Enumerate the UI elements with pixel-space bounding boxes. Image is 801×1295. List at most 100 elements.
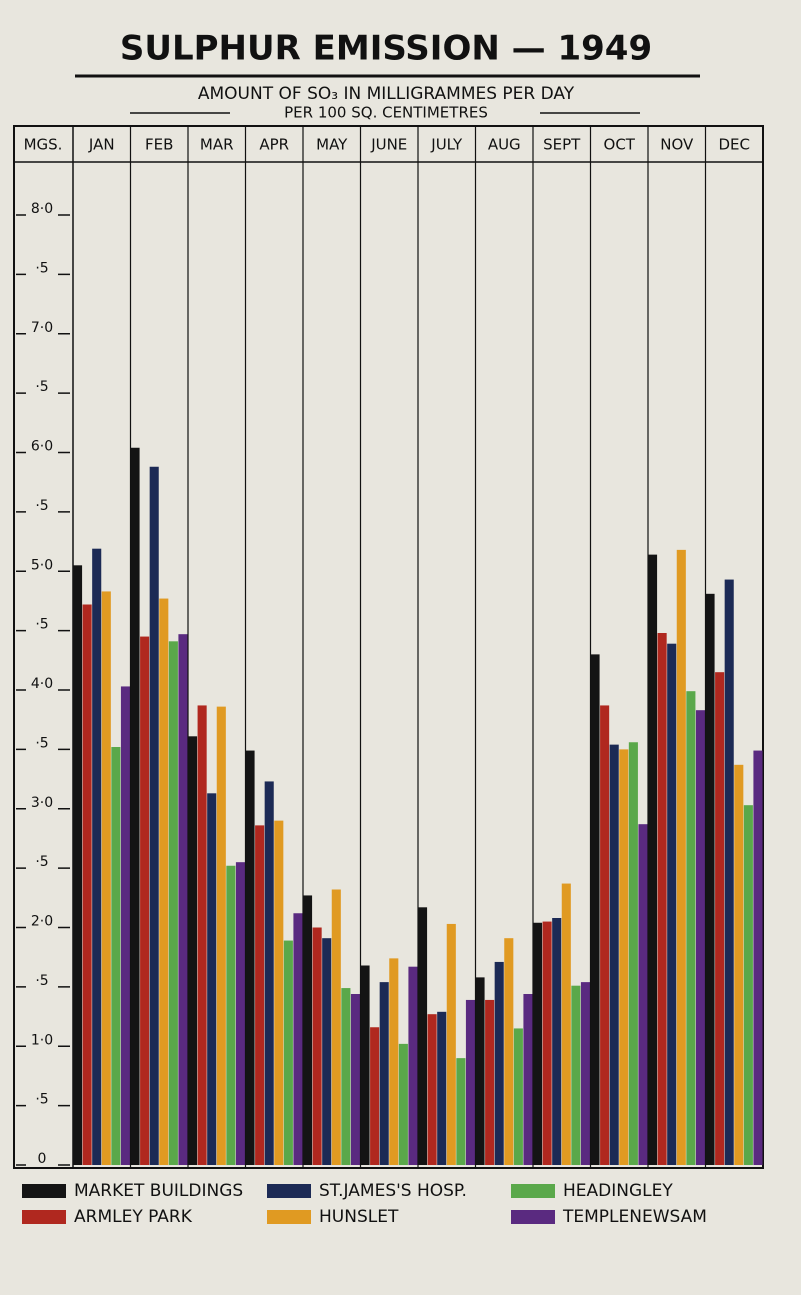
bar — [178, 634, 188, 1165]
y-tick-label: 7·0 — [31, 320, 53, 336]
legend-label: TEMPLENEWSAM — [562, 1207, 707, 1227]
bar — [657, 633, 667, 1165]
bar — [734, 764, 744, 1165]
bar — [159, 598, 169, 1165]
x-tick-label: NOV — [660, 136, 694, 154]
y-tick-label: 6·0 — [31, 439, 53, 455]
bar — [303, 895, 313, 1165]
bar — [408, 966, 418, 1165]
bar — [255, 825, 265, 1165]
bar — [398, 1043, 408, 1165]
subtitle: AMOUNT OF SO₃ IN MILLIGRAMMES PER DAY — [198, 84, 575, 104]
bar — [667, 643, 677, 1165]
x-tick-label: SEPT — [543, 136, 581, 154]
bar — [293, 913, 303, 1165]
bar — [456, 1058, 466, 1165]
bar — [743, 805, 753, 1165]
bar — [331, 889, 341, 1165]
x-tick-label: AUG — [488, 136, 521, 154]
legend-swatch — [22, 1210, 66, 1224]
legend-label: ARMLEY PARK — [74, 1207, 193, 1227]
bar — [715, 672, 725, 1165]
y-axis-label: MGS. — [24, 136, 63, 154]
bar — [600, 705, 610, 1165]
bar — [533, 922, 543, 1165]
y-tick-label: ·5 — [35, 854, 48, 870]
subtitle: PER 100 SQ. CENTIMETRES — [284, 104, 488, 122]
bar — [140, 636, 150, 1165]
bar — [322, 938, 332, 1165]
bar — [73, 565, 83, 1165]
bar — [312, 927, 322, 1165]
x-tick-label: JAN — [88, 136, 115, 154]
bar — [648, 554, 658, 1165]
bar — [216, 706, 226, 1165]
y-tick-label: ·5 — [35, 1092, 48, 1108]
bar — [207, 793, 217, 1165]
y-tick-label: 3·0 — [31, 795, 53, 811]
legend-swatch — [267, 1210, 311, 1224]
legend-label: HEADINGLEY — [563, 1181, 673, 1201]
bar — [427, 1014, 437, 1165]
bar — [523, 994, 533, 1165]
bar — [561, 883, 571, 1165]
bar — [418, 907, 428, 1165]
bar — [350, 994, 360, 1165]
y-tick-label: ·5 — [35, 735, 48, 751]
legend-label: ST.JAMES'S HOSP. — [319, 1181, 467, 1201]
bar — [753, 750, 763, 1165]
bar — [695, 710, 705, 1165]
bar — [552, 918, 562, 1165]
bar — [513, 1028, 523, 1165]
y-tick-label: 0 — [38, 1151, 47, 1167]
bar — [149, 466, 159, 1165]
bar — [676, 549, 686, 1165]
bar — [609, 744, 619, 1165]
bar — [485, 999, 495, 1165]
bar — [92, 548, 102, 1165]
bar — [628, 742, 638, 1165]
legend-swatch — [511, 1184, 555, 1198]
bar — [82, 604, 92, 1165]
y-tick-label: ·5 — [35, 617, 48, 633]
bar — [245, 750, 255, 1165]
bar — [360, 965, 370, 1165]
bar — [475, 977, 485, 1165]
bar — [437, 1011, 447, 1165]
bar — [389, 958, 399, 1165]
bar — [130, 447, 140, 1165]
bar — [101, 591, 111, 1165]
y-tick-label: 1·0 — [31, 1032, 53, 1048]
bar — [341, 988, 351, 1165]
bar — [283, 940, 293, 1165]
bar — [226, 865, 236, 1165]
legend-swatch — [511, 1210, 555, 1224]
y-tick-label: 8·0 — [31, 201, 53, 217]
bar — [494, 961, 504, 1165]
x-tick-label: JULY — [430, 136, 463, 154]
bar — [264, 781, 274, 1165]
bar — [274, 820, 284, 1165]
bar — [580, 982, 590, 1165]
chart-title: SULPHUR EMISSION — 1949 — [120, 29, 652, 69]
bar — [235, 862, 245, 1165]
x-tick-label: JUNE — [370, 136, 407, 154]
bar — [638, 824, 648, 1165]
x-tick-label: APR — [259, 136, 289, 154]
bar — [168, 641, 178, 1165]
y-tick-label: ·5 — [35, 498, 48, 514]
x-tick-label: MAY — [316, 136, 348, 154]
bar — [590, 654, 600, 1165]
y-tick-label: 2·0 — [31, 914, 53, 930]
bar — [686, 691, 696, 1165]
x-tick-label: DEC — [718, 136, 750, 154]
bar — [705, 593, 715, 1165]
x-tick-label: MAR — [200, 136, 234, 154]
bar — [571, 985, 581, 1165]
bar — [379, 982, 389, 1165]
y-tick-label: ·5 — [35, 260, 48, 276]
y-tick-label: ·5 — [35, 973, 48, 989]
bar — [542, 921, 552, 1165]
bar — [446, 923, 456, 1165]
